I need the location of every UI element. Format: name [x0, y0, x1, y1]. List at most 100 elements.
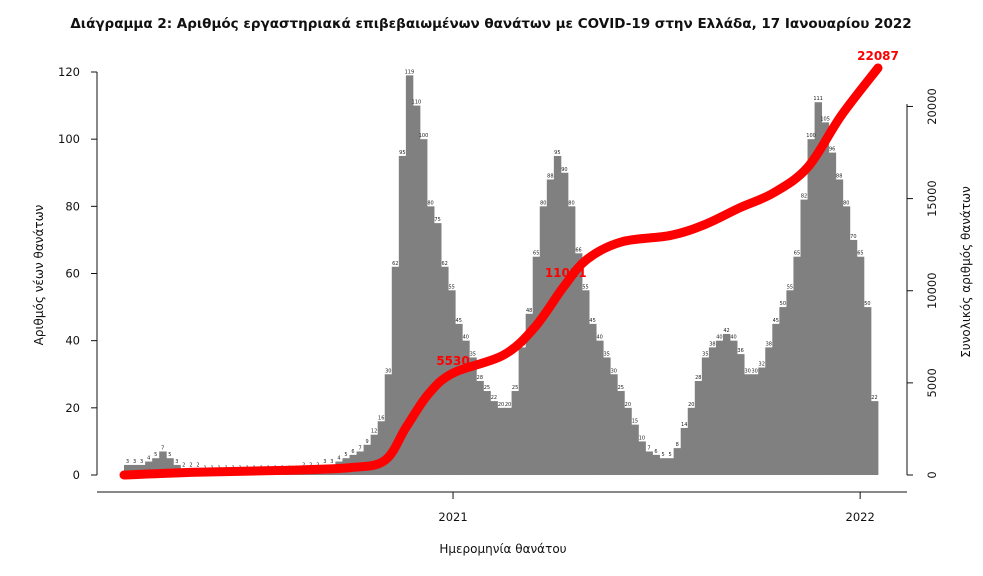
bar	[631, 424, 639, 476]
bar	[807, 139, 815, 476]
bar-value-label: 7	[161, 445, 164, 451]
bar	[680, 427, 689, 475]
bar	[462, 340, 470, 475]
bar	[434, 223, 442, 476]
bar	[652, 454, 660, 475]
bar-value-label: 10	[639, 435, 645, 441]
bar-value-label: 14	[681, 422, 687, 428]
bar-value-label: 119	[405, 69, 415, 75]
bar	[603, 357, 611, 475]
bar	[687, 407, 696, 475]
bar	[589, 323, 597, 476]
bar-value-label: 3	[133, 459, 136, 465]
bar	[659, 458, 667, 475]
left-y-tick-label: 20	[65, 401, 80, 415]
bar	[624, 407, 632, 475]
bar	[455, 323, 463, 476]
bar	[553, 155, 562, 475]
bar	[737, 354, 745, 475]
bar	[476, 380, 484, 475]
bar	[567, 206, 576, 475]
bar	[490, 401, 498, 475]
bar-value-label: 96	[829, 147, 835, 153]
bar-value-label: 55	[448, 284, 454, 290]
bar	[701, 357, 710, 475]
bar	[391, 266, 400, 475]
bar-value-label: 22	[491, 395, 497, 401]
bar	[427, 206, 435, 475]
bar	[779, 307, 787, 475]
bar-value-label: 40	[730, 335, 736, 341]
bar-value-label: 28	[695, 375, 701, 381]
bar-value-label: 20	[498, 402, 504, 408]
bar	[708, 347, 717, 475]
bar-value-label: 7	[358, 445, 361, 451]
bar	[835, 179, 844, 475]
bar	[821, 122, 830, 476]
bar	[483, 391, 491, 475]
bar	[419, 139, 428, 476]
left-y-tick-label: 0	[73, 468, 80, 482]
bar	[511, 391, 520, 475]
bar-value-label: 38	[766, 341, 772, 347]
right-y-axis-label: Συνολικός αριθμός θανάτων	[959, 186, 973, 358]
bar-value-label: 30	[751, 368, 757, 374]
bar-value-label: 2	[196, 462, 199, 468]
bar-value-label: 45	[773, 318, 779, 324]
bar	[638, 441, 646, 475]
bar	[518, 347, 527, 475]
bar-value-label: 35	[470, 351, 476, 357]
bar-value-label: 25	[512, 385, 518, 391]
bar-value-label: 40	[716, 335, 722, 341]
bar	[504, 407, 512, 475]
bar-value-label: 88	[547, 173, 553, 179]
bar	[610, 374, 618, 475]
bar-value-label: 36	[737, 348, 743, 354]
bar	[730, 340, 738, 475]
bar-value-label: 3	[323, 459, 326, 465]
bar	[131, 464, 139, 475]
bar-value-label: 5	[661, 452, 664, 458]
bar	[124, 464, 132, 475]
bar	[448, 290, 456, 475]
bar-value-label: 80	[540, 200, 546, 206]
bar-value-label: 9	[366, 439, 369, 445]
bar	[525, 313, 534, 475]
bar-value-label: 40	[596, 335, 602, 341]
bar	[793, 256, 801, 475]
bar	[377, 421, 386, 475]
cumulative-annotation: 22087	[857, 49, 899, 63]
bar-value-label: 50	[780, 301, 786, 307]
left-y-tick-label: 40	[65, 334, 80, 348]
right-y-tick-label: 10000	[925, 272, 939, 309]
bar-value-label: 90	[561, 167, 567, 173]
left-y-axis-label: Αριθμός νέων θανάτων	[32, 204, 46, 345]
bar-value-label: 105	[820, 116, 830, 122]
bar-value-label: 62	[441, 261, 447, 267]
right-y-tick-label: 20000	[925, 88, 939, 125]
bar-value-label: 20	[625, 402, 631, 408]
bar	[546, 179, 555, 475]
bar	[560, 172, 569, 475]
chart-title: Διάγραμμα 2: Αριθμός εργαστηριακά επιβεβ…	[70, 16, 911, 32]
bar	[842, 206, 851, 475]
left-y-tick-label: 100	[58, 132, 80, 146]
bar-value-label: 65	[857, 251, 863, 257]
bar-value-label: 4	[147, 456, 150, 462]
bar-value-label: 48	[526, 308, 532, 314]
left-y-tick-label: 80	[65, 199, 80, 213]
cumulative-annotation: 5530	[436, 354, 469, 368]
bar-value-label: 3	[140, 459, 143, 465]
bar-value-label: 111	[813, 96, 823, 102]
bar-value-label: 80	[427, 200, 433, 206]
bar-value-label: 20	[505, 402, 511, 408]
bar-value-label: 35	[702, 351, 708, 357]
bar	[159, 451, 167, 475]
bar	[744, 374, 752, 475]
bar-value-label: 5	[669, 452, 672, 458]
bar	[800, 199, 808, 475]
bar-value-label: 70	[850, 234, 856, 240]
bar-value-label: 75	[434, 217, 440, 223]
bar	[166, 458, 174, 475]
bar-value-label: 3	[175, 459, 178, 465]
